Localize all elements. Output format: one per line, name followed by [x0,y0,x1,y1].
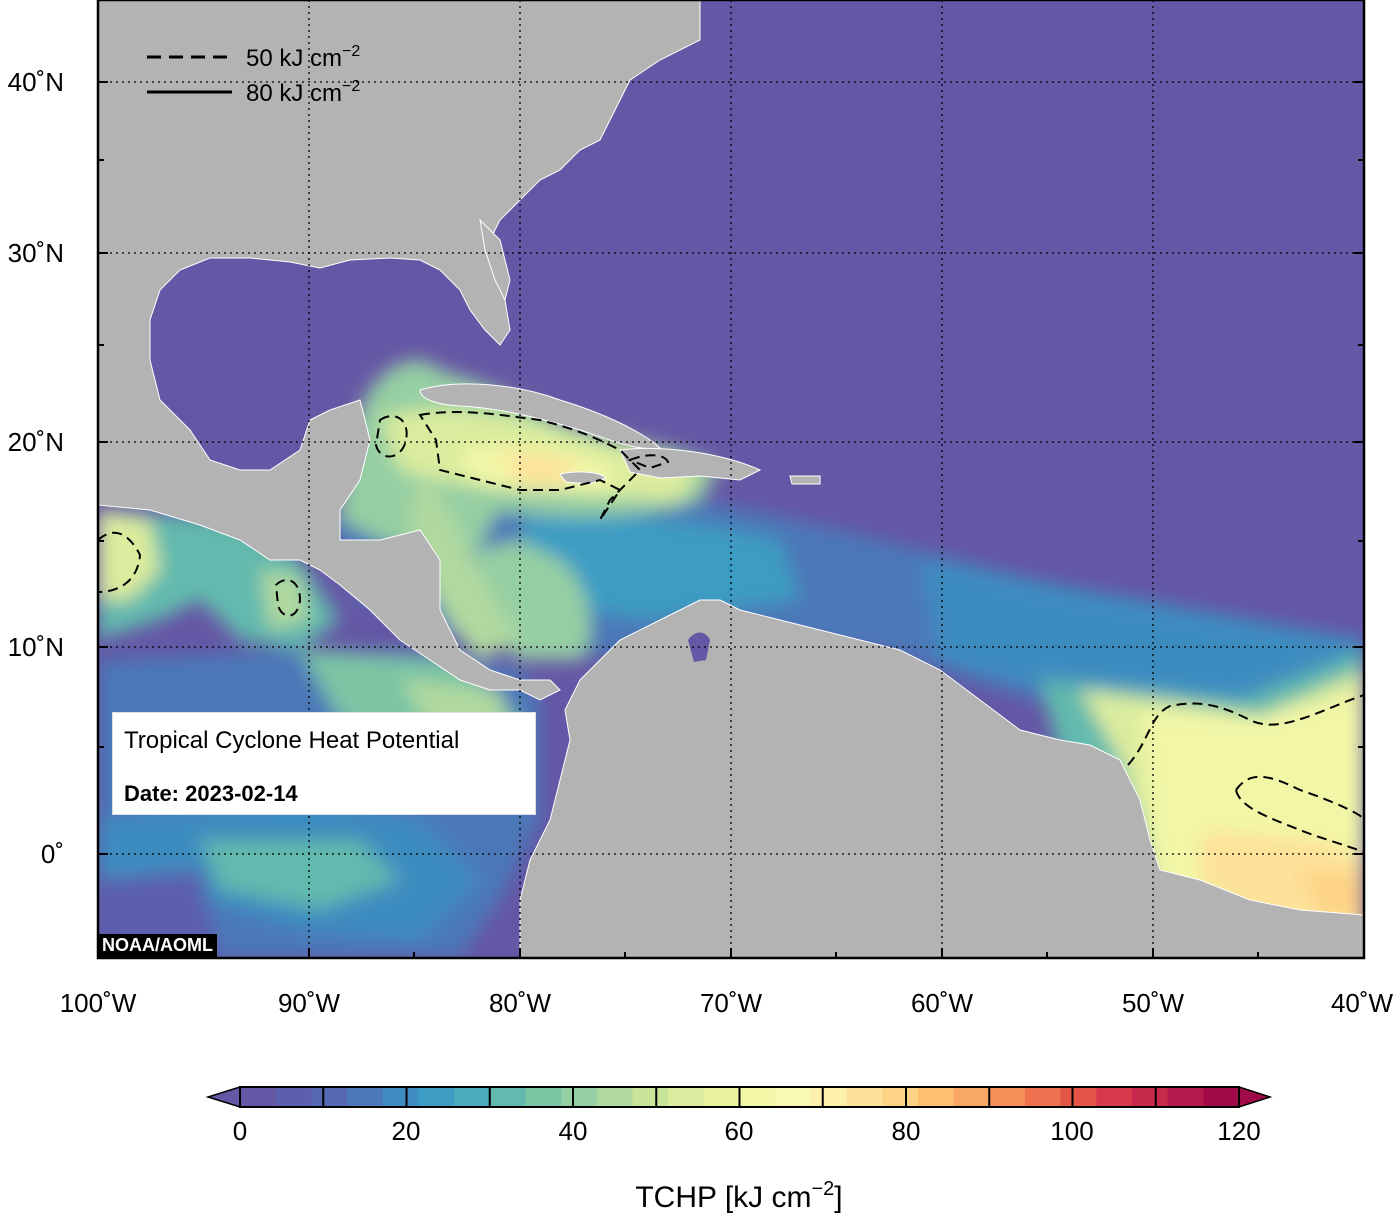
colorbar-cell [1060,1087,1097,1107]
colorbar-extend-high [1238,1085,1273,1109]
colorbar-cell [347,1087,384,1107]
lat-labels: 40˚N 30˚N 20˚N 10˚N 0˚ [8,67,64,869]
lat-label: 20˚N [8,427,64,457]
colorbar-tick-label: 0 [233,1116,247,1146]
map-panel [98,0,1364,958]
land-masses [98,0,1364,958]
legend-label-80: 80 kJ cm−2 [246,78,360,107]
lat-label: 30˚N [8,238,64,268]
lat-label: 0˚ [41,839,64,869]
colorbar-title: TCHP [kJ cm−2] [635,1178,842,1214]
colorbar-ticks [239,1087,1240,1107]
colorbar-tick-label: 100 [1050,1116,1093,1146]
colorbar-cell [418,1087,455,1107]
colorbar-cell [561,1087,598,1107]
colorbar-cell [275,1087,312,1107]
lat-label: 40˚N [8,67,64,97]
lon-label: 70˚W [700,988,763,1018]
lon-label: 50˚W [1122,988,1185,1018]
lon-labels: 100˚W 90˚W 80˚W 70˚W 60˚W 50˚W 40˚W [60,988,1394,1018]
colorbar-cell [989,1087,1026,1107]
colorbar-cell [846,1087,883,1107]
colorbar-tick-label: 20 [392,1116,421,1146]
contour-50 [98,411,1364,853]
lon-label: 100˚W [60,988,137,1018]
colorbar-cell [240,1087,277,1107]
colorbar-cell [1167,1087,1204,1107]
colorbar-cell [953,1087,990,1107]
colorbar-cell [1203,1087,1240,1107]
colorbar-cell [668,1087,705,1107]
colorbar-cell [882,1087,919,1107]
colorbar-cell [1024,1087,1062,1107]
colorbar-cell [525,1087,562,1107]
map-title: Tropical Cyclone Heat Potential [124,727,460,754]
colorbar-cell [1131,1087,1169,1107]
lat-label: 10˚N [8,632,64,662]
colorbar-cell [1096,1087,1133,1107]
lon-label: 80˚W [489,988,552,1018]
colorbar-cell [739,1087,776,1107]
title-box: Tropical Cyclone Heat Potential Date: 20… [112,712,536,815]
colorbar-cell [775,1087,812,1107]
credit-label: NOAA/AOML [98,934,217,957]
lon-label: 40˚W [1331,988,1394,1018]
colorbar-cell [917,1087,955,1107]
lon-label: 60˚W [911,988,974,1018]
colorbar-cell [382,1087,419,1107]
legend-label-50: 50 kJ cm−2 [246,43,360,72]
colorbar-cell [489,1087,527,1107]
colorbar-tick-label: 80 [892,1116,921,1146]
colorbar-extend-low [205,1085,241,1109]
colorbar-cells [240,1087,1240,1107]
map-date: Date: 2023-02-14 [124,781,298,806]
colorbar-tick-label: 40 [559,1116,588,1146]
colorbar: 0 20 40 60 80 100 120 TCHP [kJ cm−2] [205,1085,1273,1214]
colorbar-tick-label: 60 [725,1116,754,1146]
colorbar-cell [596,1087,634,1107]
colorbar-cell [810,1087,848,1107]
colorbar-tick-label: 120 [1217,1116,1260,1146]
colorbar-cell [632,1087,669,1107]
contour-legend: 50 kJ cm−2 80 kJ cm−2 [147,43,360,107]
colorbar-cell [454,1087,491,1107]
lon-label: 90˚W [278,988,341,1018]
colorbar-cell [703,1087,741,1107]
colorbar-cell [311,1087,348,1107]
